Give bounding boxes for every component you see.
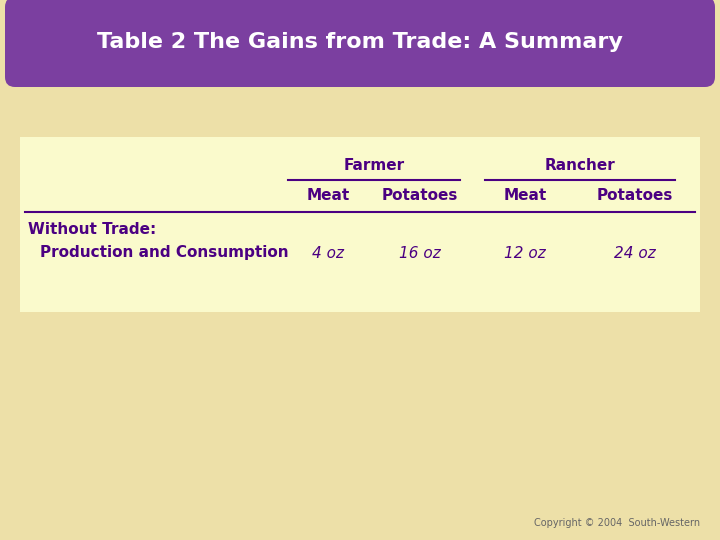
Text: Rancher: Rancher	[544, 158, 616, 172]
Text: Meat: Meat	[307, 187, 350, 202]
Text: Meat: Meat	[503, 187, 546, 202]
Text: 12 oz: 12 oz	[504, 246, 546, 260]
Text: Farmer: Farmer	[343, 158, 405, 172]
FancyBboxPatch shape	[5, 0, 715, 87]
Text: Copyright © 2004  South-Western: Copyright © 2004 South-Western	[534, 518, 700, 528]
Text: 4 oz: 4 oz	[312, 246, 344, 260]
Text: 24 oz: 24 oz	[614, 246, 656, 260]
Text: 16 oz: 16 oz	[399, 246, 441, 260]
Text: Without Trade:: Without Trade:	[28, 222, 156, 238]
Text: Production and Consumption: Production and Consumption	[40, 246, 289, 260]
Text: Table 2 The Gains from Trade: A Summary: Table 2 The Gains from Trade: A Summary	[97, 32, 623, 52]
FancyBboxPatch shape	[20, 137, 700, 312]
Text: Potatoes: Potatoes	[382, 187, 458, 202]
Text: Potatoes: Potatoes	[597, 187, 673, 202]
